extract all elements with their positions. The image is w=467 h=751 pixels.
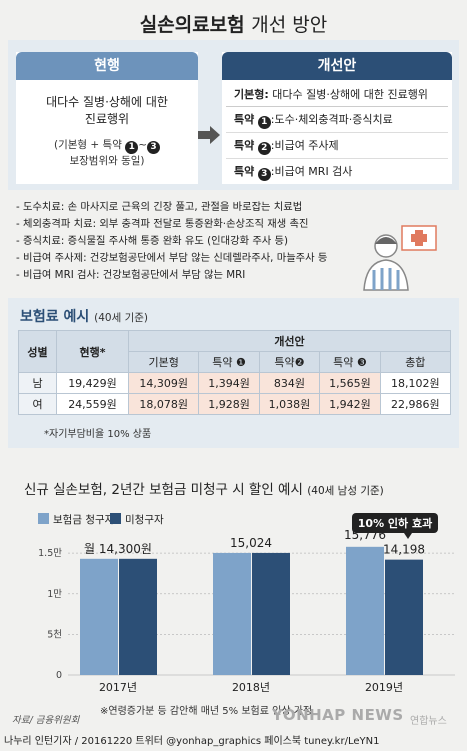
current-subtext: (기본형 + 특약 1 ~3 보장범위와 동일) — [16, 128, 198, 169]
subheader: 특약❷ — [258, 351, 321, 373]
legend-label: 보험금 청구자 — [53, 514, 115, 526]
table-footnote: *자기부담비율 10% 상품 — [44, 429, 152, 440]
y-tick-label: 1.5만 — [38, 548, 62, 559]
discount-bar-chart: 보험금 청구자 미청구자 0 5천 1만 1.5만 2017년 2018년 2019년 월 14,… — [38, 513, 455, 694]
note-item: - 비급여 주사제: 건강보험공단에서 부담 않는 신데렐라주사, 마늘주사 등 — [16, 252, 328, 264]
chart-title: 신규 실손보험, 2년간 보험금 미청구 시 할인 예시 (40세 남성 기준) — [24, 482, 384, 498]
legend-swatch — [38, 513, 49, 524]
notes-list: - 도수치료: 손 마사지로 근육의 긴장 풀고, 관절을 바로잡는 치료법 -… — [16, 199, 376, 284]
credit-line: 나누리 인턴기자 / 20161220 트위터 @yonhap_graphics… — [4, 736, 380, 747]
callout-pointer — [404, 533, 412, 539]
arrow-right-icon — [198, 126, 220, 144]
subheader: 특약 ❶ — [198, 351, 260, 373]
callout-box — [352, 513, 438, 533]
bar — [385, 559, 423, 675]
premium-example-title: 보험료 예시 (40세 기준) — [20, 309, 149, 325]
table-row: 여 24,559원 18,078원 1,928원 1,038원 1,942원 2… — [18, 393, 452, 415]
y-tick-label: 5천 — [47, 629, 62, 640]
bar — [119, 558, 157, 675]
improved-rider-3: 특약 3:비급여 MRI 검사 — [234, 165, 353, 181]
note-item: - 도수치료: 손 마사지로 근육의 긴장 풀고, 관절을 바로잡는 치료법 — [16, 201, 303, 213]
data-label: 14,198 — [383, 543, 425, 557]
x-tick-label: 2018년 — [232, 681, 270, 694]
bar — [80, 558, 118, 675]
improved-box: 개선안 기본형: 대다수 질병·상해에 대한 진료행위 특약 1:도수·체외충격… — [222, 52, 452, 184]
bar — [252, 552, 290, 675]
chart-note: ※연령증가분 등 감안해 매년 5% 보험료 인상 가정 — [100, 706, 313, 717]
subheader: 총합 — [379, 351, 452, 373]
current-box: 현행 대다수 질병·상해에 대한 진료행위 (기본형 + 특약 1 ~3 보장범위… — [16, 52, 198, 184]
header-gender: 성별 — [18, 330, 57, 373]
improved-header: 개선안 — [222, 52, 452, 80]
legend-swatch — [110, 513, 121, 524]
improved-base: 기본형: 대다수 질병·상해에 대한 진료행위 — [226, 80, 448, 107]
table-row: 남 19,429원 14,309원 1,394원 834원 1,565원 18,… — [18, 372, 452, 394]
legend-label: 미청구자 — [125, 514, 164, 526]
yonhap-watermark: YONHAP NEWS — [272, 706, 404, 724]
subheader: 기본형 — [127, 351, 200, 373]
data-label: 15,024 — [230, 536, 272, 550]
header-improved: 개선안 — [128, 330, 451, 352]
y-tick-label: 1만 — [47, 589, 62, 600]
page-title: 실손의료보험 개선 방안 — [139, 14, 328, 36]
note-item: - 체외충격파 치료: 외부 충격파 전달로 통증완화·손상조직 재생 촉진 — [16, 218, 309, 230]
improved-rider-2: 특약 2:비급여 주사제 — [226, 133, 448, 159]
premium-table: 성별 현행* 개선안 기본형 특약 ❶ 특약❷ 특약 ❸ 총합 남 19,429… — [18, 330, 452, 415]
data-label: 월 14,300원 — [84, 542, 152, 556]
improved-rider-1: 특약 1:도수·체외충격파·증식치료 — [226, 107, 448, 133]
yonhap-logo: 연합뉴스 — [410, 716, 447, 727]
subheader: 특약 ❸ — [319, 351, 381, 373]
current-header: 현행 — [16, 52, 198, 80]
current-text: 대다수 질병·상해에 대한 진료행위 — [46, 95, 168, 126]
note-item: - 증식치료: 증식물질 주사해 통증 완화 유도 (인대강화 주사 등) — [16, 235, 289, 247]
patient-illustration-icon — [363, 225, 437, 291]
callout-label: 10% 인하 효과 — [358, 516, 432, 530]
x-tick-label: 2017년 — [99, 681, 137, 694]
header-current: 현행* — [56, 330, 129, 373]
source: 자료/ 금융위원회 — [12, 715, 80, 726]
bar — [346, 546, 384, 675]
bar — [213, 552, 251, 675]
x-tick-label: 2019년 — [365, 681, 403, 694]
y-tick-label: 0 — [56, 670, 62, 681]
note-item: - 비급여 MRI 검사: 건강보험공단에서 부담 않는 MRI — [16, 269, 246, 281]
